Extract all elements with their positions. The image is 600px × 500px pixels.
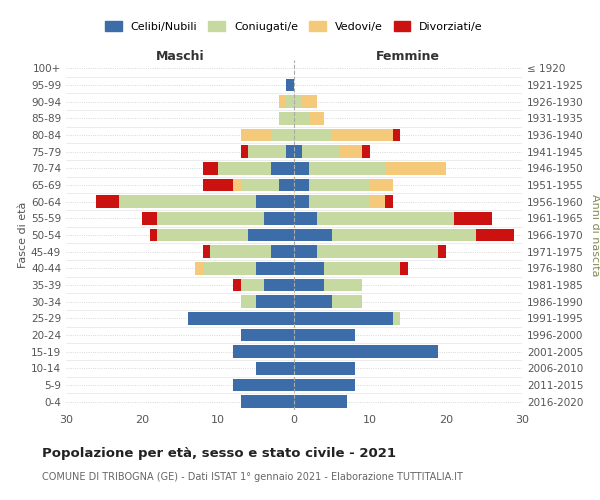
Bar xyxy=(256,362,294,374)
Y-axis label: Anni di nascita: Anni di nascita xyxy=(590,194,600,276)
Bar xyxy=(233,379,294,391)
Bar xyxy=(370,196,385,208)
Legend: Celibi/Nubili, Coniugati/e, Vedovi/e, Divorziati/e: Celibi/Nubili, Coniugati/e, Vedovi/e, Di… xyxy=(101,16,487,36)
Bar xyxy=(157,212,263,224)
Bar xyxy=(317,212,454,224)
Bar xyxy=(241,396,294,408)
Bar xyxy=(294,329,355,341)
Bar xyxy=(279,179,294,191)
Bar xyxy=(241,296,256,308)
Bar xyxy=(294,396,347,408)
Bar xyxy=(248,229,294,241)
Bar xyxy=(332,229,476,241)
Bar xyxy=(325,279,362,291)
Bar xyxy=(294,96,302,108)
Text: Maschi: Maschi xyxy=(155,50,205,64)
Bar xyxy=(119,196,256,208)
Bar xyxy=(157,229,248,241)
Bar xyxy=(203,246,211,258)
Bar xyxy=(263,279,294,291)
Bar xyxy=(393,312,400,324)
Bar xyxy=(233,346,294,358)
Bar xyxy=(211,246,271,258)
Y-axis label: Fasce di età: Fasce di età xyxy=(18,202,28,268)
Bar xyxy=(294,279,325,291)
Bar xyxy=(142,212,157,224)
Bar xyxy=(340,146,362,158)
Bar xyxy=(476,229,514,241)
Bar xyxy=(325,262,400,274)
Bar xyxy=(263,212,294,224)
Bar xyxy=(400,262,408,274)
Bar xyxy=(203,262,256,274)
Bar xyxy=(294,229,332,241)
Bar xyxy=(294,112,309,124)
Text: Femmine: Femmine xyxy=(376,50,440,64)
Bar xyxy=(439,246,446,258)
Bar xyxy=(271,128,294,141)
Bar xyxy=(188,312,294,324)
Bar xyxy=(294,146,302,158)
Bar xyxy=(286,96,294,108)
Text: Popolazione per età, sesso e stato civile - 2021: Popolazione per età, sesso e stato civil… xyxy=(42,448,396,460)
Bar xyxy=(294,312,393,324)
Bar xyxy=(317,246,439,258)
Bar xyxy=(294,362,355,374)
Bar xyxy=(294,128,332,141)
Bar xyxy=(256,296,294,308)
Bar xyxy=(241,179,279,191)
Bar xyxy=(279,96,286,108)
Bar xyxy=(149,229,157,241)
Bar xyxy=(309,196,370,208)
Bar xyxy=(294,196,309,208)
Bar xyxy=(256,196,294,208)
Bar xyxy=(294,212,317,224)
Bar xyxy=(294,246,317,258)
Bar xyxy=(271,162,294,174)
Bar xyxy=(385,196,393,208)
Bar xyxy=(286,78,294,91)
Bar xyxy=(370,179,393,191)
Bar xyxy=(97,196,119,208)
Bar xyxy=(362,146,370,158)
Bar xyxy=(218,162,271,174)
Bar xyxy=(203,179,233,191)
Bar xyxy=(195,262,203,274)
Bar xyxy=(309,179,370,191)
Bar xyxy=(203,162,218,174)
Bar xyxy=(294,296,332,308)
Bar xyxy=(309,112,325,124)
Bar xyxy=(302,96,317,108)
Bar xyxy=(256,262,294,274)
Bar xyxy=(241,279,263,291)
Bar xyxy=(393,128,400,141)
Bar xyxy=(271,246,294,258)
Bar xyxy=(294,379,355,391)
Bar xyxy=(241,146,248,158)
Bar xyxy=(286,146,294,158)
Bar xyxy=(332,296,362,308)
Bar xyxy=(294,179,309,191)
Bar xyxy=(241,128,271,141)
Text: COMUNE DI TRIBOGNA (GE) - Dati ISTAT 1° gennaio 2021 - Elaborazione TUTTITALIA.I: COMUNE DI TRIBOGNA (GE) - Dati ISTAT 1° … xyxy=(42,472,463,482)
Bar xyxy=(294,262,325,274)
Bar xyxy=(332,128,393,141)
Bar xyxy=(294,162,309,174)
Bar xyxy=(302,146,340,158)
Bar xyxy=(233,179,241,191)
Bar xyxy=(279,112,294,124)
Bar xyxy=(385,162,446,174)
Bar xyxy=(233,279,241,291)
Bar xyxy=(309,162,385,174)
Bar xyxy=(241,329,294,341)
Bar xyxy=(248,146,286,158)
Bar xyxy=(294,346,439,358)
Bar xyxy=(454,212,491,224)
